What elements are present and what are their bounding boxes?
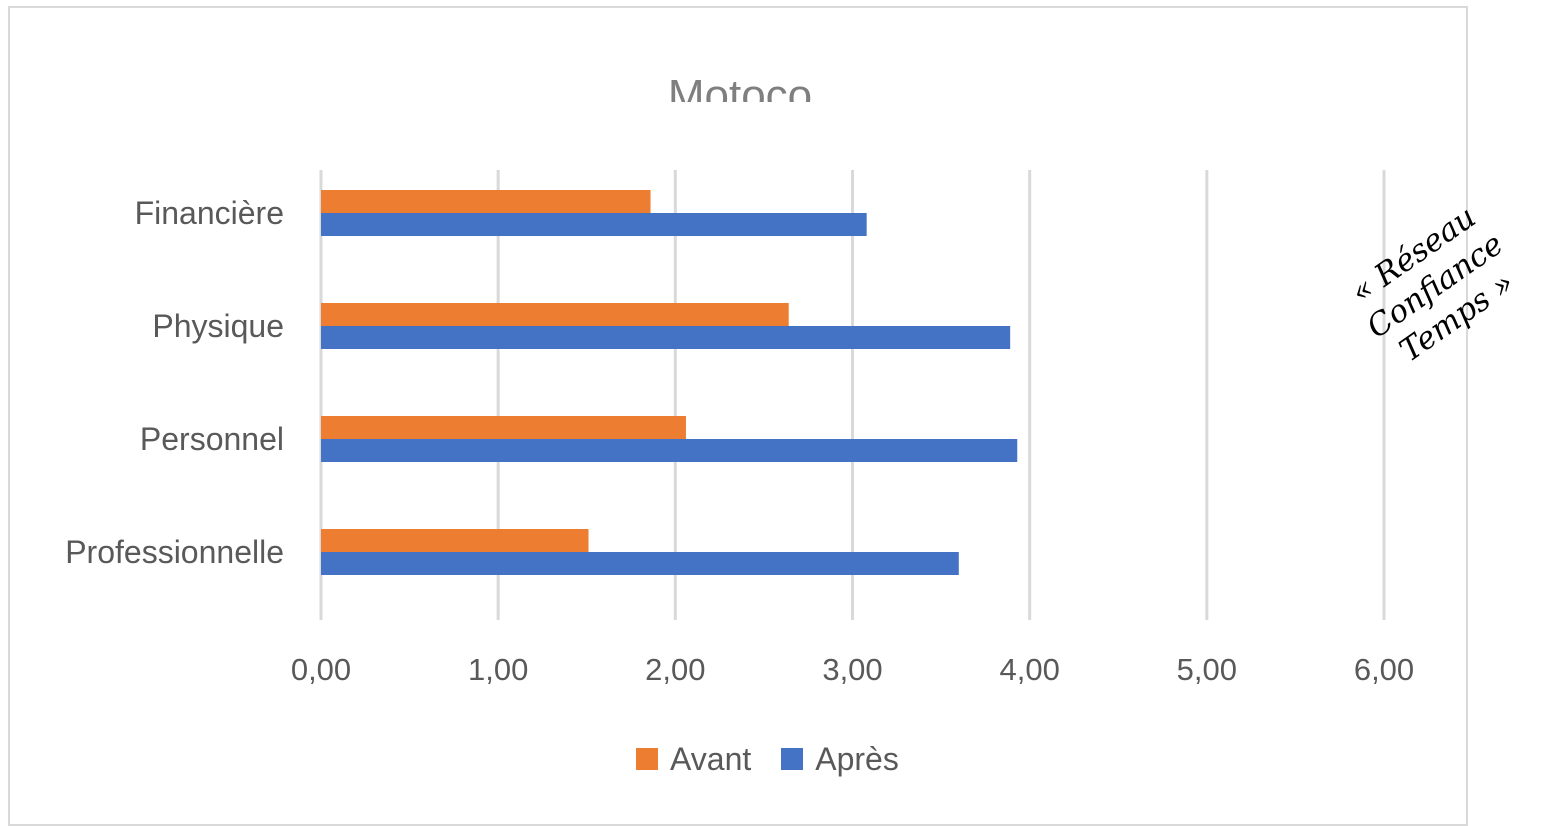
x-tick-label: 3,00	[822, 652, 882, 687]
legend-label-avant: Avant	[670, 740, 752, 777]
x-tick-label: 4,00	[999, 652, 1059, 687]
legend: Avant Après	[636, 736, 899, 782]
x-tick-label: 2,00	[645, 652, 705, 687]
chart-title: Motoco	[640, 62, 840, 103]
category-label-professionnelle: Professionnelle	[65, 534, 284, 570]
bar-avant-financiere	[321, 190, 651, 213]
category-label-financiere: Financière	[135, 195, 284, 231]
bar-apres-financiere	[321, 213, 867, 236]
legend-label-apres: Après	[815, 740, 899, 777]
legend-item-avant: Avant	[636, 741, 751, 778]
gridlines	[319, 170, 1386, 620]
x-tick-label: 6,00	[1354, 652, 1414, 687]
x-tick-label: 0,00	[291, 652, 351, 687]
legend-swatch-apres	[781, 748, 804, 770]
bar-avant-physique	[321, 303, 789, 326]
category-label-personnel: Personnel	[140, 421, 284, 457]
bar-avant-personnel	[321, 416, 686, 439]
bar-apres-physique	[321, 326, 1011, 349]
legend-item-apres: Après	[781, 741, 899, 778]
bar-avant-professionnelle	[321, 529, 589, 552]
x-tick-labels: 0,00 1,00 2,00 3,00 4,00 5,00 6,00	[291, 652, 1414, 687]
chart-frame	[8, 6, 1468, 826]
legend-swatch-avant	[636, 748, 658, 770]
bars	[321, 190, 1018, 575]
category-labels: Financière Physique Personnel Professionnel…	[65, 195, 284, 570]
bar-apres-professionnelle	[321, 552, 959, 575]
x-tick-label: 5,00	[1177, 652, 1237, 687]
category-label-physique: Physique	[152, 308, 284, 344]
bar-apres-personnel	[321, 439, 1018, 462]
x-tick-label: 1,00	[468, 652, 528, 687]
chart-title-text: Motoco	[667, 71, 813, 103]
